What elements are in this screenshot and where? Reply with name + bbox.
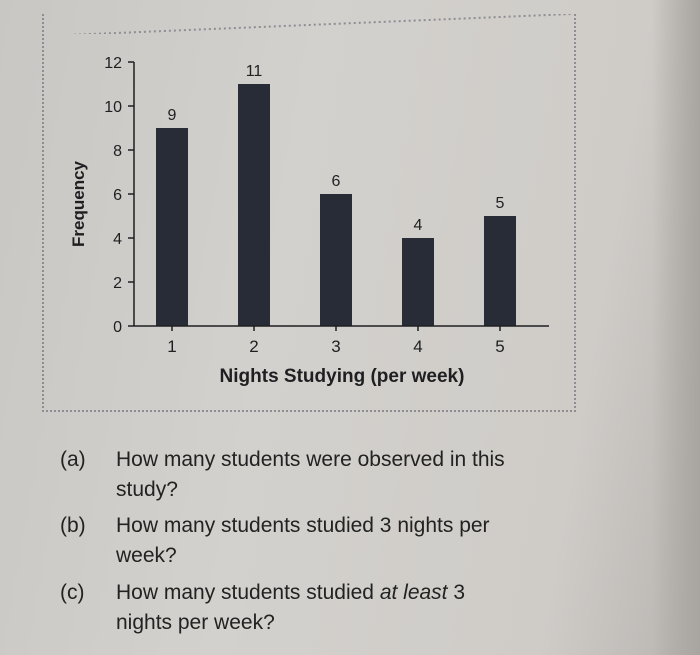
question-line: nights per week? — [116, 611, 275, 634]
x-tick-label: 5 — [495, 337, 504, 356]
bar-3 — [320, 194, 352, 326]
question-emphasis: at least — [379, 581, 448, 604]
bar-1 — [156, 128, 188, 326]
y-tick-label: 10 — [104, 99, 122, 116]
bar-5 — [484, 216, 516, 326]
question-text: How many students studied at least 3 nig… — [116, 578, 586, 638]
bar-value-label: 11 — [246, 63, 263, 80]
x-tick-label: 4 — [413, 337, 422, 356]
question-line: How many students studied at least 3 — [116, 578, 586, 608]
bar-value-label: 4 — [414, 217, 423, 234]
x-axis-title: Nights Studying (per week) — [220, 366, 465, 387]
x-tick-label: 2 — [249, 337, 258, 356]
question-text: How many students studied 3 nights per w… — [116, 511, 586, 571]
y-tick-label: 8 — [113, 143, 122, 160]
y-tick-label: 0 — [113, 319, 122, 336]
x-tick-label: 1 — [167, 337, 176, 356]
y-tick-label: 6 — [113, 187, 122, 204]
question-text-part: 3 — [447, 581, 466, 604]
x-tick-label: 3 — [331, 337, 340, 356]
question-text: How many students were observed in this … — [116, 445, 586, 505]
question-line: How many students were observed in this — [116, 448, 505, 471]
question-line: week? — [116, 544, 177, 567]
question-line: How many students studied 3 nights per — [116, 514, 490, 537]
y-tick-label: 2 — [113, 275, 122, 292]
page-shadow — [652, 0, 700, 655]
bar-value-label: 6 — [332, 173, 341, 190]
y-axis-title: Frequency — [69, 160, 88, 247]
question-label: (b) — [60, 514, 86, 537]
bar-4 — [402, 238, 434, 326]
question-label: (a) — [60, 448, 86, 471]
question-line: study? — [116, 478, 178, 501]
question-text-part: How many students studied — [116, 581, 380, 604]
bar-value-label: 5 — [496, 195, 505, 212]
bar-value-label: 9 — [168, 107, 177, 124]
y-tick-label: 12 — [104, 55, 122, 72]
frame-top-border — [67, 14, 573, 34]
y-tick-label: 4 — [113, 231, 122, 248]
bar-2 — [238, 84, 270, 326]
question-label: (c) — [60, 581, 85, 604]
